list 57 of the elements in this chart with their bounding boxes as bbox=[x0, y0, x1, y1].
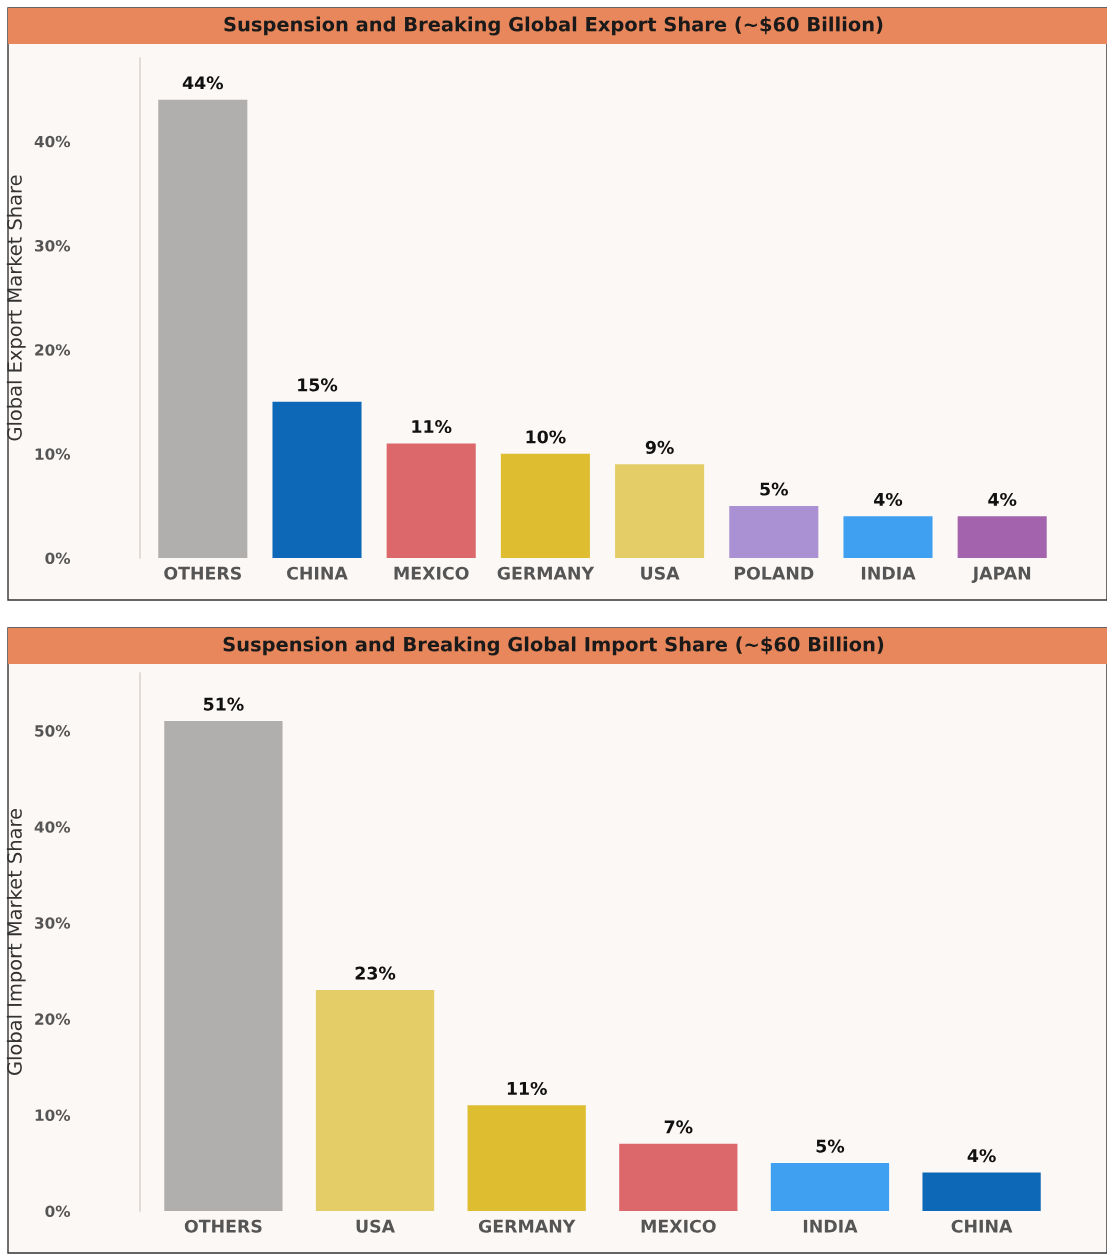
bar bbox=[922, 1172, 1041, 1211]
data-label: 51% bbox=[203, 697, 244, 711]
x-tick-label: INDIA bbox=[803, 1219, 858, 1233]
bar bbox=[272, 401, 362, 558]
y-tick-label: 0% bbox=[45, 1205, 71, 1218]
x-tick-label: CHINA bbox=[951, 1219, 1013, 1233]
bar bbox=[158, 99, 248, 558]
bar bbox=[500, 453, 590, 558]
y-axis-title: Global Export Market Share bbox=[6, 175, 26, 441]
y-tick-label: 30% bbox=[35, 917, 71, 929]
x-tick-label: OTHERS bbox=[184, 1219, 262, 1233]
data-label: 4% bbox=[988, 492, 1017, 507]
x-tick-label: OTHERS bbox=[164, 566, 241, 580]
x-tick-label: USA bbox=[641, 566, 680, 580]
x-tick-label: MEXICO bbox=[641, 1219, 716, 1233]
x-tick-label: GERMANY bbox=[478, 1219, 576, 1233]
y-tick-label: 0% bbox=[45, 552, 71, 565]
data-label: 5% bbox=[760, 482, 788, 496]
data-label: 9% bbox=[645, 440, 674, 454]
bar bbox=[615, 464, 705, 558]
y-tick-label: 40% bbox=[34, 821, 71, 833]
data-label: 5% bbox=[816, 1139, 845, 1153]
data-label: 4% bbox=[874, 492, 903, 507]
bar bbox=[957, 516, 1047, 558]
y-tick-label: 10% bbox=[35, 448, 71, 460]
chart-title: Suspension and Breaking Global Export Share (~$60 Billion) bbox=[224, 16, 883, 36]
bar bbox=[386, 443, 476, 558]
x-tick-label: INDIA bbox=[861, 566, 916, 580]
data-label: 10% bbox=[526, 430, 566, 444]
y-tick-label: 20% bbox=[35, 1013, 71, 1025]
x-tick-label: GERMANY bbox=[497, 566, 595, 580]
bar bbox=[467, 1105, 586, 1211]
x-tick-label: JAPAN bbox=[971, 566, 1031, 583]
bar bbox=[619, 1143, 738, 1211]
y-axis-title: Global Import Market Share bbox=[6, 809, 26, 1075]
data-label: 4% bbox=[967, 1149, 996, 1163]
bar bbox=[164, 721, 283, 1211]
x-tick-label: USA bbox=[356, 1219, 395, 1233]
data-label: 44% bbox=[182, 76, 224, 90]
y-tick-label: 30% bbox=[35, 239, 71, 252]
x-tick-label: POLAND bbox=[734, 566, 814, 580]
bar bbox=[770, 1162, 890, 1211]
x-tick-label: MEXICO bbox=[394, 566, 469, 580]
data-label: 11% bbox=[412, 419, 452, 434]
data-label: 15% bbox=[298, 378, 338, 392]
data-label: 7% bbox=[664, 1120, 693, 1134]
y-tick-label: 20% bbox=[35, 344, 71, 356]
y-tick-label: 50% bbox=[35, 725, 71, 737]
data-label: 23% bbox=[355, 966, 396, 980]
bar bbox=[315, 990, 435, 1211]
bar bbox=[843, 516, 933, 558]
chart-title: Suspension and Breaking Global Import Share (~$60 Billion) bbox=[223, 636, 884, 656]
y-tick-label: 10% bbox=[35, 1109, 71, 1121]
x-tick-label: CHINA bbox=[287, 566, 348, 580]
data-label: 11% bbox=[507, 1081, 547, 1096]
bar bbox=[729, 505, 819, 558]
y-tick-label: 40% bbox=[34, 135, 71, 148]
